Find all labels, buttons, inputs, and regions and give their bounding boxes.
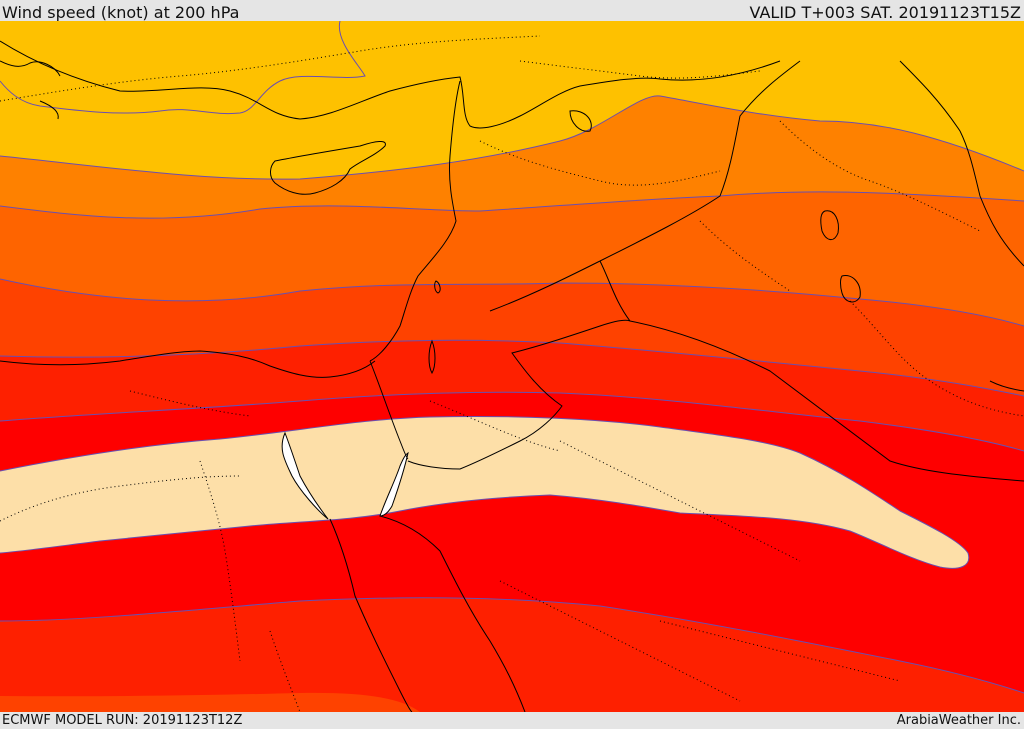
band-6-south xyxy=(0,597,1024,712)
map-title: Wind speed (knot) at 200 hPa xyxy=(2,3,240,22)
band-jet-core xyxy=(0,416,969,569)
footer-bar: ECMWF MODEL RUN: 20191123T12Z ArabiaWeat… xyxy=(0,712,1024,729)
contour-lines xyxy=(0,21,1024,694)
valid-time: VALID T+003 SAT. 20191123T15Z xyxy=(749,3,1021,22)
band-1-patch-east-2 xyxy=(910,35,941,66)
credit-label: ArabiaWeather Inc. xyxy=(896,713,1021,728)
coastlines xyxy=(0,40,1024,712)
band-1-patch xyxy=(0,21,365,114)
gulf-of-suez xyxy=(281,431,329,520)
map-canvas xyxy=(0,21,1024,712)
wind-bands xyxy=(0,21,1024,712)
band-5-south xyxy=(0,692,420,712)
header-bar: Wind speed (knot) at 200 hPa VALID T+003… xyxy=(0,0,1024,22)
internal-borders xyxy=(0,35,1024,712)
model-run: ECMWF MODEL RUN: 20191123T12Z xyxy=(2,713,243,728)
wind-speed-map xyxy=(0,21,1024,712)
band-1-patch-east xyxy=(852,21,900,60)
